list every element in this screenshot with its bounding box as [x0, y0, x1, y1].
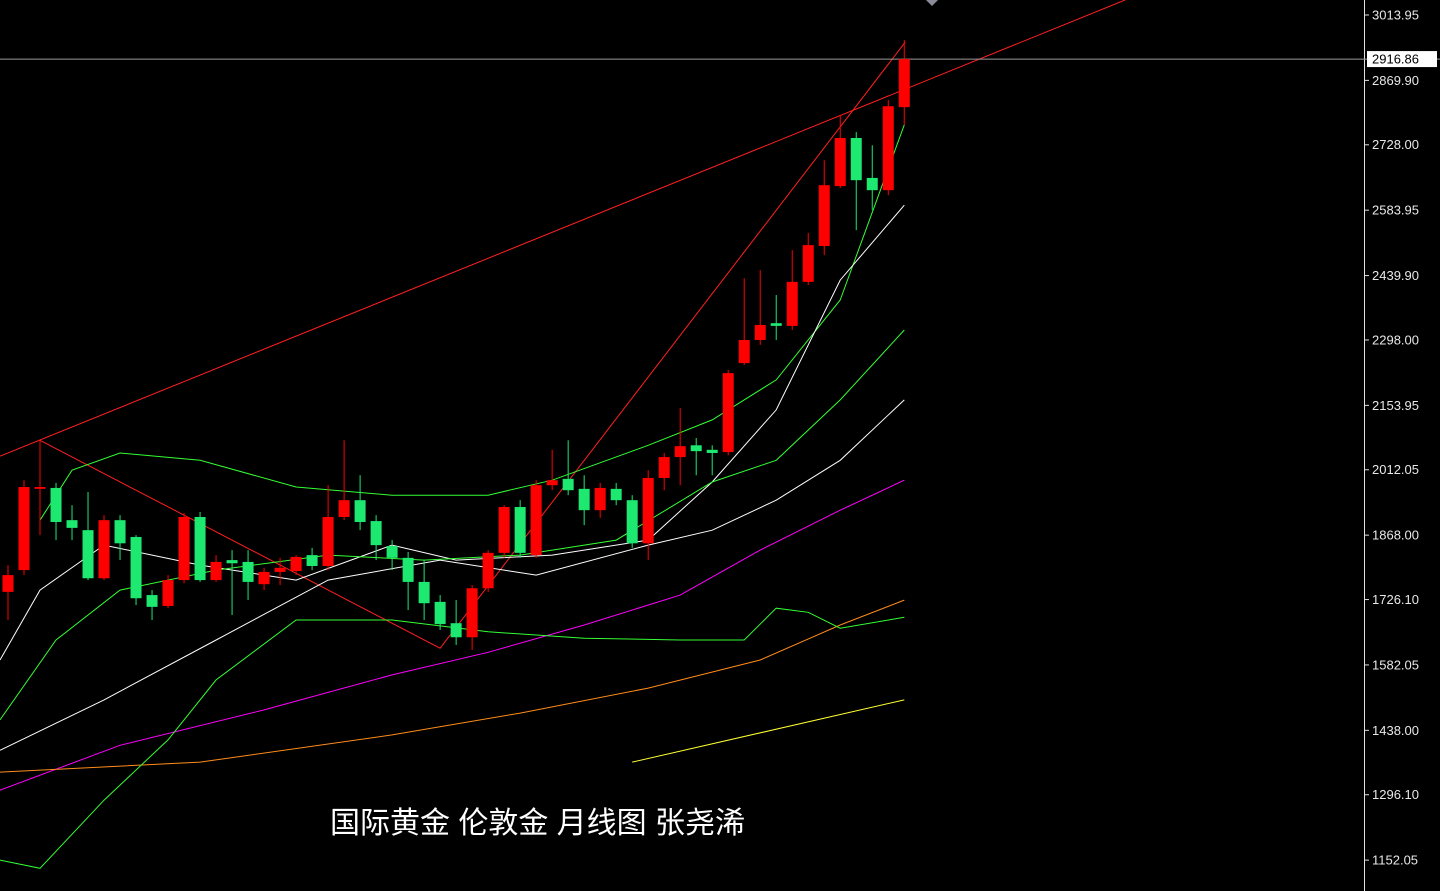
candle-body	[226, 560, 238, 564]
candle-body	[498, 507, 510, 553]
candle-body	[354, 500, 366, 522]
candle-body	[18, 487, 30, 571]
last-price-label: 2916.86	[1372, 52, 1419, 67]
y-tick-label: 1152.05	[1372, 853, 1418, 868]
candle-body	[50, 487, 62, 522]
candle-body	[34, 487, 46, 489]
candle-body	[162, 580, 174, 606]
candle-body	[754, 324, 766, 340]
candle-body	[722, 373, 734, 453]
y-tick-label: 2869.90	[1372, 73, 1419, 88]
candle-body	[770, 323, 782, 326]
candle-body	[2, 575, 14, 592]
y-tick-label: 1438.00	[1372, 723, 1419, 738]
candle-body	[674, 446, 686, 458]
candle-body	[738, 339, 750, 364]
candle-body	[114, 520, 126, 544]
candle-body	[82, 530, 94, 579]
candle-body	[802, 245, 814, 282]
y-tick-label: 2012.05	[1372, 462, 1419, 477]
candle-body	[338, 500, 350, 517]
candle-body	[626, 500, 638, 544]
candle-body	[306, 555, 318, 567]
candle-body	[146, 595, 158, 607]
plot-area	[0, 0, 1362, 869]
candle-body	[434, 601, 446, 625]
indicator-line	[632, 699, 905, 763]
candle-body	[258, 571, 270, 585]
indicator-line	[0, 0, 1126, 457]
y-tick-label: 2153.95	[1372, 398, 1419, 413]
candle-body	[850, 137, 862, 181]
candle-body	[290, 556, 302, 572]
y-tick-label: 1296.10	[1372, 787, 1419, 802]
y-axis: 3013.95 2869.90 2728.00 2583.95 2439.90 2298.…	[1364, 7, 1419, 868]
candle-body	[418, 581, 430, 604]
last-price-box	[1367, 51, 1437, 68]
candle-body	[242, 561, 254, 582]
indicator-line	[39, 124, 905, 521]
candle-body	[514, 507, 526, 553]
candle-body	[482, 552, 494, 589]
candle-body	[386, 546, 398, 558]
candle-body	[690, 445, 702, 452]
y-tick-label: 1868.00	[1372, 528, 1419, 543]
candle-body	[898, 59, 910, 108]
candle-body	[882, 106, 894, 191]
candle-body	[546, 480, 558, 486]
indicator-line	[0, 399, 905, 751]
candle-body	[642, 477, 654, 544]
indicator-line	[0, 599, 905, 773]
candle-body	[594, 487, 606, 511]
candle-body	[98, 520, 110, 579]
candle-body	[66, 520, 78, 528]
candle-body	[530, 485, 542, 556]
candle-body	[210, 561, 222, 581]
candle-body	[786, 281, 798, 326]
candle-body	[194, 516, 206, 581]
candle-body	[402, 557, 414, 582]
y-tick-label: 1726.10	[1372, 592, 1419, 607]
candle-body	[706, 449, 718, 453]
marker	[926, 0, 938, 6]
y-tick-label: 2728.00	[1372, 137, 1419, 152]
y-tick-label: 1582.05	[1372, 657, 1419, 672]
indicator-line	[0, 479, 905, 791]
candle-body	[818, 185, 830, 247]
indicator-line	[0, 329, 905, 721]
y-tick-label: 2298.00	[1372, 332, 1419, 347]
y-tick-label: 2583.95	[1372, 203, 1419, 218]
candle-body	[466, 588, 478, 638]
candle-body	[450, 623, 462, 638]
y-tick-label: 3013.95	[1372, 7, 1419, 22]
candle-body	[658, 457, 670, 478]
candle-body	[610, 488, 622, 501]
candle-body	[578, 488, 590, 511]
annotation: 国际黄金 伦敦金 月线图 张尧浠	[330, 807, 745, 840]
candle-body	[834, 137, 846, 187]
candle-body	[130, 536, 142, 599]
y-tick-label: 2439.90	[1372, 268, 1419, 283]
candle-body	[562, 478, 574, 491]
candle-body	[866, 177, 878, 191]
candle-body	[178, 516, 190, 581]
indicator-line	[39, 41, 906, 649]
indicator-line	[0, 607, 905, 869]
candle-body	[274, 567, 286, 572]
candle-body	[322, 516, 334, 567]
candle-body	[370, 521, 382, 546]
